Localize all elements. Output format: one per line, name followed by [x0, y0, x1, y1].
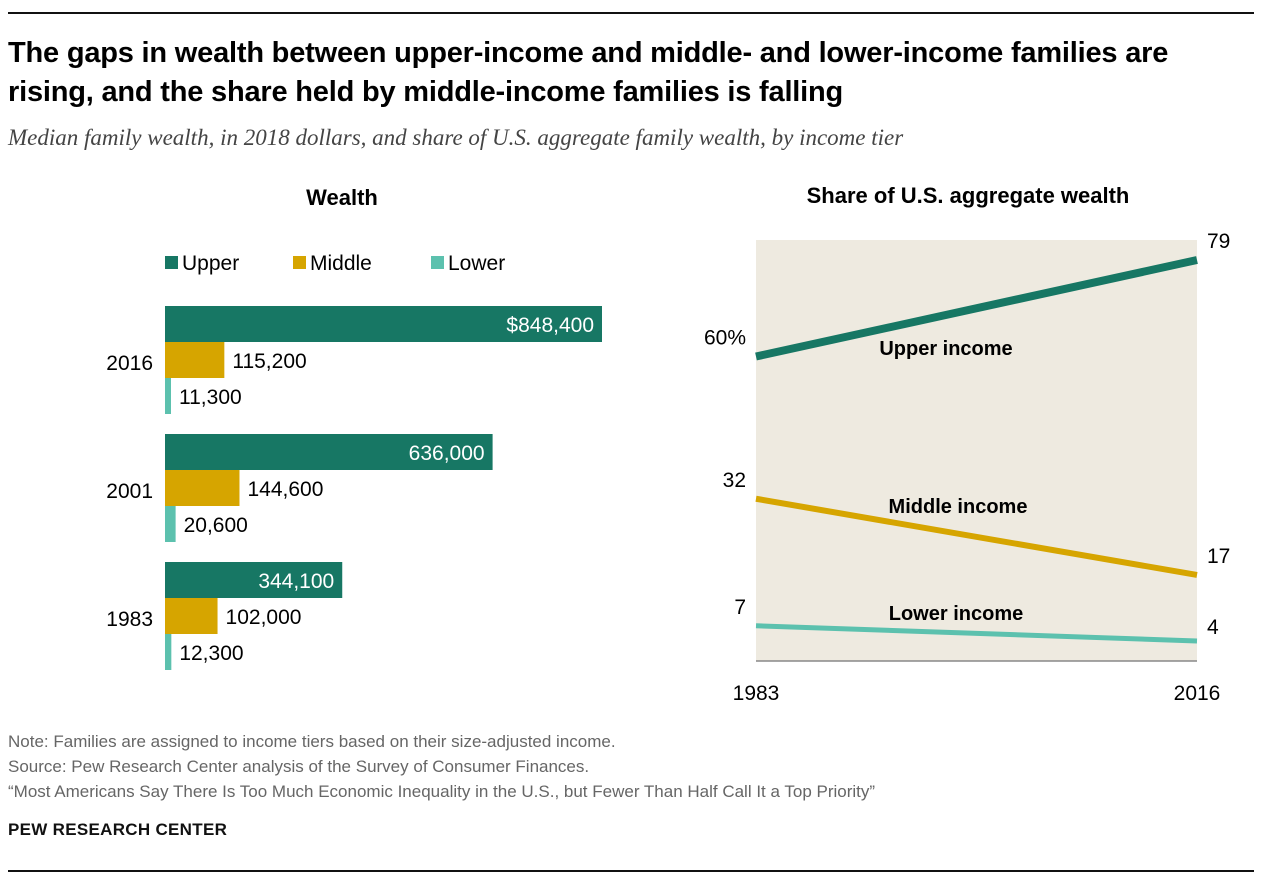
bar-upper-1983: [165, 562, 343, 598]
bar-middle-1983: [165, 598, 218, 634]
bar-label-upper-2001: 636,000: [409, 442, 485, 465]
bar-label-lower-2001: 20,600: [184, 514, 248, 537]
bar-lower-2016: [165, 378, 171, 414]
legend-label-middle: Middle: [310, 252, 372, 275]
brand-label: PEW RESEARCH CENTER: [8, 820, 228, 839]
year-label-2001: 2001: [106, 480, 153, 503]
end-label-lower-income: 4: [1207, 616, 1219, 639]
x-tick-labels: 1983 2016: [733, 682, 1221, 705]
wealth-chart-title: Wealth: [306, 185, 378, 210]
legend-swatch-lower: [431, 256, 444, 269]
start-label-upper-income: 60%: [704, 327, 746, 350]
top-rule: [8, 12, 1254, 14]
bar-upper-2016: [165, 306, 602, 342]
wealth-bar-chart: Wealth Upper Middle Lower 2016 2001 1983 $84…: [106, 185, 602, 670]
plot-background: [756, 240, 1197, 661]
bar-label-upper-2016: $848,400: [506, 314, 594, 337]
start-label-middle-income: 32: [723, 469, 746, 492]
chart-title: The gaps in wealth between upper-income …: [8, 37, 1169, 108]
year-label-2016: 2016: [106, 352, 153, 375]
line-lower-income: [755, 623, 1198, 644]
legend-swatch-middle: [293, 256, 306, 269]
legend-label-lower: Lower: [448, 252, 505, 275]
bar-label-lower-2016: 11,300: [179, 386, 242, 409]
series-name-upper-income: Upper income: [879, 338, 1012, 360]
bar-lower-1983: [165, 634, 172, 670]
line-middle-income: [755, 495, 1198, 578]
bar-label-middle-1983: 102,000: [226, 606, 302, 629]
line-upper-income: [755, 256, 1198, 361]
series-name-lower-income: Lower income: [889, 603, 1023, 625]
x-tick-2016: 2016: [1174, 682, 1221, 705]
note-text: Note: Families are assigned to income ti…: [8, 732, 616, 751]
bar-marks: $848,400 115,200 11,300 636,000 144,600 20,60…: [165, 306, 602, 670]
bar-upper-2001: [165, 434, 493, 470]
report-title-text: “Most Americans Say There Is Too Much Ec…: [8, 782, 876, 801]
source-text: Source: Pew Research Center analysis of …: [8, 757, 590, 776]
bar-label-middle-2016: 115,200: [232, 350, 306, 373]
bar-middle-2016: [165, 342, 225, 378]
share-line-chart: Share of U.S. aggregate wealth 1983 2016 …: [704, 183, 1230, 705]
bottom-rule: [8, 870, 1254, 872]
series-name-middle-income: Middle income: [889, 496, 1028, 518]
bar-label-lower-1983: 12,300: [179, 642, 243, 665]
legend-swatch-upper: [165, 256, 178, 269]
wealth-legend: Upper Middle Lower: [165, 252, 505, 275]
year-labels: 2016 2001 1983: [106, 352, 153, 631]
bar-label-upper-1983: 344,100: [258, 570, 334, 593]
end-label-middle-income: 17: [1207, 545, 1230, 568]
x-tick-1983: 1983: [733, 682, 780, 705]
start-label-lower-income: 7: [734, 596, 746, 619]
year-label-1983: 1983: [106, 608, 153, 631]
bar-middle-2001: [165, 470, 240, 506]
share-chart-title: Share of U.S. aggregate wealth: [807, 183, 1130, 208]
bar-lower-2001: [165, 506, 176, 542]
bar-label-middle-2001: 144,600: [247, 478, 323, 501]
line-marks: 60% 79 Upper income 32 17 Middle income 7 4 Lowe…: [704, 230, 1230, 644]
chart-subtitle: Median family wealth, in 2018 dollars, a…: [8, 125, 904, 150]
end-label-upper-income: 79: [1207, 230, 1230, 253]
legend-label-upper: Upper: [182, 252, 239, 275]
